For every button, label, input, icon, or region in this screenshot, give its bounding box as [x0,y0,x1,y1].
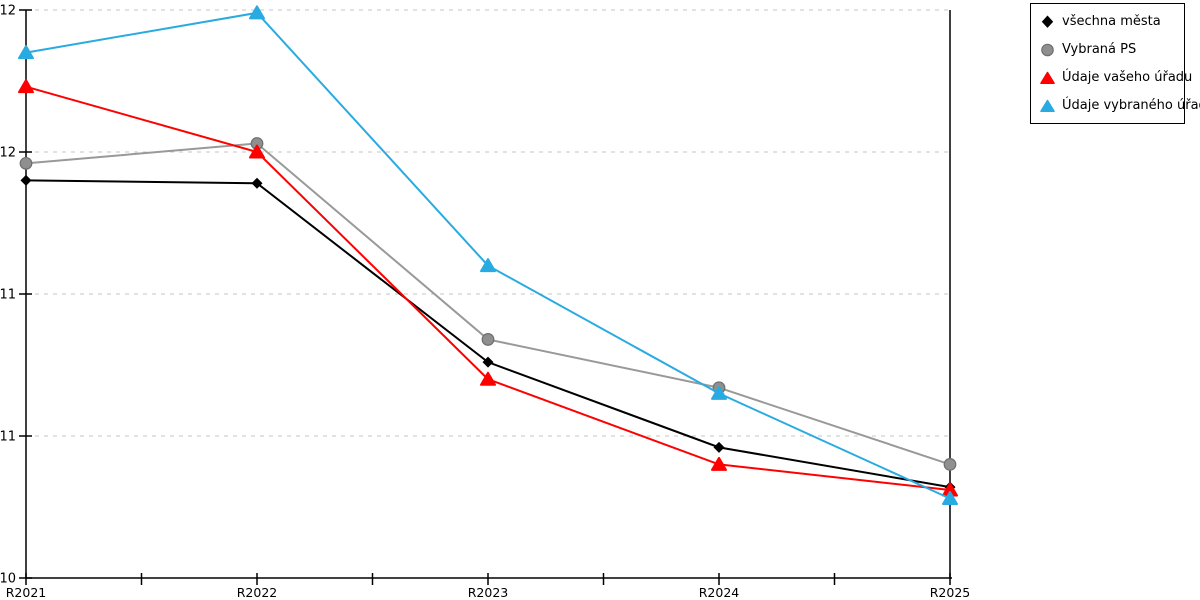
legend-item-udaje-vaseho-uradu: Údaje vašeho úřadu [1040,70,1192,85]
legend-label: všechna města [1062,14,1161,29]
svg-text:11: 11 [0,430,16,445]
svg-text:11: 11 [0,288,16,303]
triangle-marker-icon [1040,70,1055,85]
svg-text:12: 12 [0,4,16,19]
svg-text:R2024: R2024 [699,585,740,600]
legend-label: Údaje vybraného úřadu [1062,98,1200,113]
legend-item-udaje-vybraneho-uradu: Údaje vybraného úřadu [1040,98,1200,113]
legend-item-vybrana-ps: Vybraná PS [1040,42,1175,57]
diamond-marker-icon [1040,14,1055,29]
svg-text:R2023: R2023 [468,585,509,600]
legend-item-vsechna-mesta: všechna města [1040,14,1175,29]
chart-legend: všechna města Vybraná PS Údaje vašeho úř… [1030,3,1200,124]
legend-label: Údaje vašeho úřadu [1062,70,1193,85]
triangle-marker-icon [1040,98,1055,113]
svg-text:R2025: R2025 [930,585,971,600]
svg-text:12: 12 [0,146,16,161]
svg-text:R2021: R2021 [6,585,47,600]
svg-text:R2022: R2022 [237,585,278,600]
legend-label: Vybraná PS [1062,42,1137,57]
circle-marker-icon [1040,42,1055,57]
svg-text:10: 10 [0,572,16,587]
